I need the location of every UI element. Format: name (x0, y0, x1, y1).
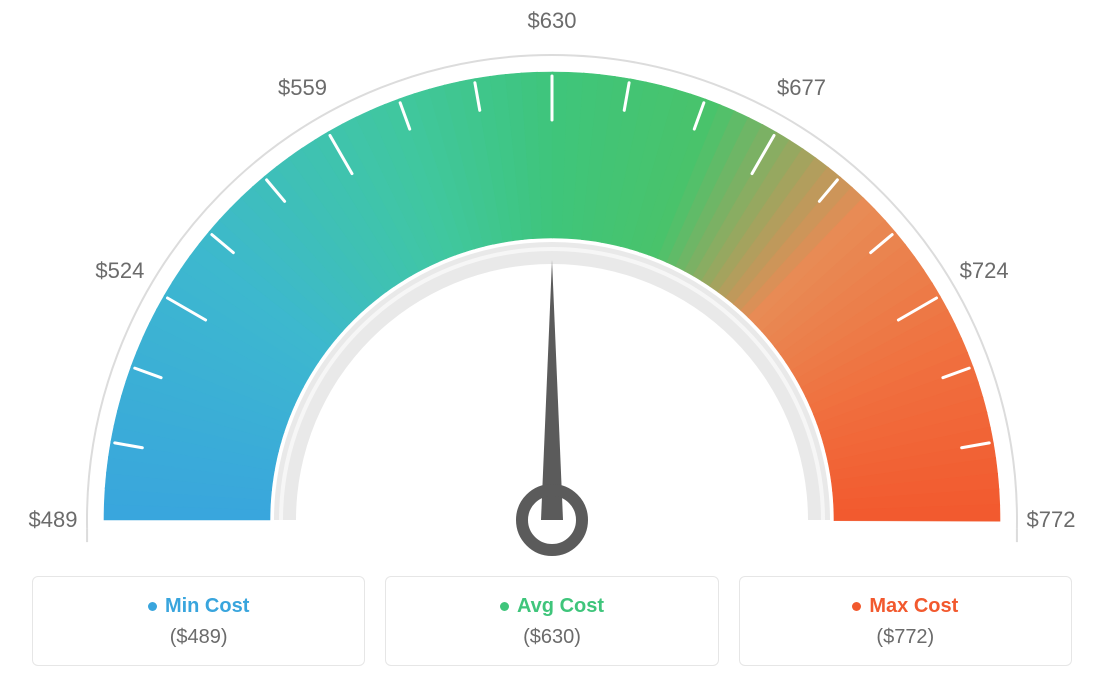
gauge-tick-label: $524 (95, 258, 144, 284)
gauge-tick-label: $724 (960, 258, 1009, 284)
legend-dot-min (148, 602, 157, 611)
legend-value-min: ($489) (43, 626, 354, 649)
legend-row: Min Cost ($489) Avg Cost ($630) Max Cost… (32, 576, 1072, 666)
gauge-needle (541, 260, 563, 520)
gauge-chart: $489 $524 $559 $630 $677 $724 $772 (0, 0, 1104, 560)
gauge-tick-label: $559 (278, 75, 327, 101)
legend-title-min: Min Cost (148, 595, 249, 618)
gauge-tick-label: $630 (528, 8, 577, 34)
legend-label-avg: Avg Cost (517, 595, 604, 618)
legend-label-max: Max Cost (869, 595, 958, 618)
legend-value-avg: ($630) (396, 626, 707, 649)
legend-card-min: Min Cost ($489) (32, 576, 365, 666)
legend-card-max: Max Cost ($772) (739, 576, 1072, 666)
legend-card-avg: Avg Cost ($630) (385, 576, 718, 666)
legend-label-min: Min Cost (165, 595, 249, 618)
legend-dot-max (852, 602, 861, 611)
legend-title-avg: Avg Cost (500, 595, 604, 618)
legend-title-max: Max Cost (852, 595, 958, 618)
legend-dot-avg (500, 602, 509, 611)
legend-value-max: ($772) (750, 626, 1061, 649)
gauge-svg (0, 0, 1104, 560)
gauge-tick-label: $772 (1027, 507, 1076, 533)
gauge-tick-label: $489 (29, 507, 78, 533)
gauge-tick-label: $677 (777, 75, 826, 101)
